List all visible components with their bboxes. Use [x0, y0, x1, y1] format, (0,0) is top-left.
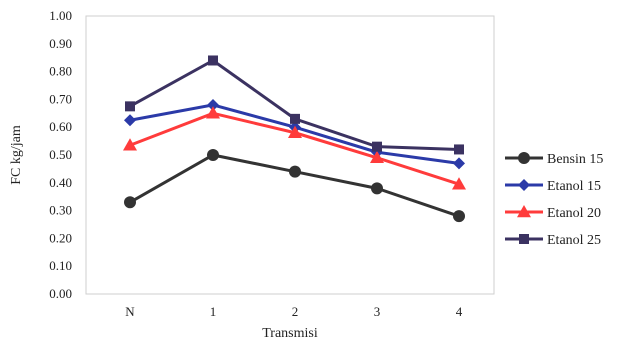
x-tick-label: N	[125, 304, 135, 319]
data-point	[207, 149, 219, 161]
data-point	[371, 182, 383, 195]
legend-label: Etanol 15	[547, 179, 601, 194]
data-point	[124, 114, 136, 127]
data-point	[452, 177, 466, 190]
legend: Bensin 15 Etanol 15 Etanol 20 Etanol 25	[505, 152, 603, 248]
y-tick-label: 0.70	[49, 91, 72, 106]
legend-label: Etanol 25	[547, 233, 601, 248]
data-point	[372, 141, 382, 152]
y-tick-label: 0.80	[49, 64, 72, 79]
legend-item: Bensin 15	[505, 152, 603, 167]
data-point	[124, 196, 136, 209]
series-layer	[123, 55, 466, 223]
data-point	[288, 125, 302, 139]
x-tick-label: 1	[210, 304, 217, 319]
data-point	[206, 106, 220, 119]
y-tick-label: 0.90	[49, 36, 72, 51]
x-tick-label: 2	[292, 304, 299, 319]
series-line	[129, 153, 460, 218]
x-tick-label: 3	[374, 304, 381, 319]
legend-label: Bensin 15	[547, 152, 603, 167]
y-tick-label: 0.10	[49, 258, 72, 273]
data-point	[454, 144, 464, 155]
data-point	[370, 150, 384, 164]
y-tick-label: 0.20	[49, 230, 72, 245]
data-point	[125, 101, 135, 112]
legend-marker	[518, 179, 530, 191]
legend-marker	[518, 152, 530, 164]
plot-area-frame	[85, 15, 495, 295]
data-point	[290, 113, 300, 124]
y-axis-title: FC kg/jam	[9, 125, 24, 185]
data-point	[208, 55, 218, 66]
series-etanol-25	[125, 55, 464, 155]
y-tick-label: 0.30	[49, 203, 72, 218]
legend-marker	[517, 205, 531, 218]
y-tick-label: 0.50	[49, 147, 72, 162]
legend-item: Etanol 20	[505, 205, 601, 221]
data-point	[207, 98, 219, 111]
y-tick-label: 0.40	[49, 175, 72, 190]
legend-label: Etanol 20	[547, 206, 601, 221]
legend-marker	[519, 234, 529, 244]
data-point	[453, 157, 465, 170]
y-tick-label: 1.00	[49, 8, 72, 23]
series-etanol-20	[123, 106, 466, 190]
data-point	[123, 138, 137, 151]
data-point	[453, 210, 465, 223]
x-tick-label: 4	[456, 304, 463, 319]
y-tick-label: 0.00	[49, 286, 72, 301]
series-bensin-15	[124, 149, 465, 223]
legend-item: Etanol 25	[505, 233, 601, 248]
y-axis-ticks: 0.00 0.10 0.20 0.30 0.40 0.50 0.60 0.70 0.80 0.90…	[49, 8, 72, 301]
legend-item: Etanol 15	[505, 179, 601, 194]
data-point	[289, 165, 301, 178]
y-tick-label: 0.60	[49, 119, 72, 134]
x-axis-ticks: N 1 2 3 4	[125, 304, 462, 319]
x-axis-title: Transmisi	[262, 326, 318, 341]
